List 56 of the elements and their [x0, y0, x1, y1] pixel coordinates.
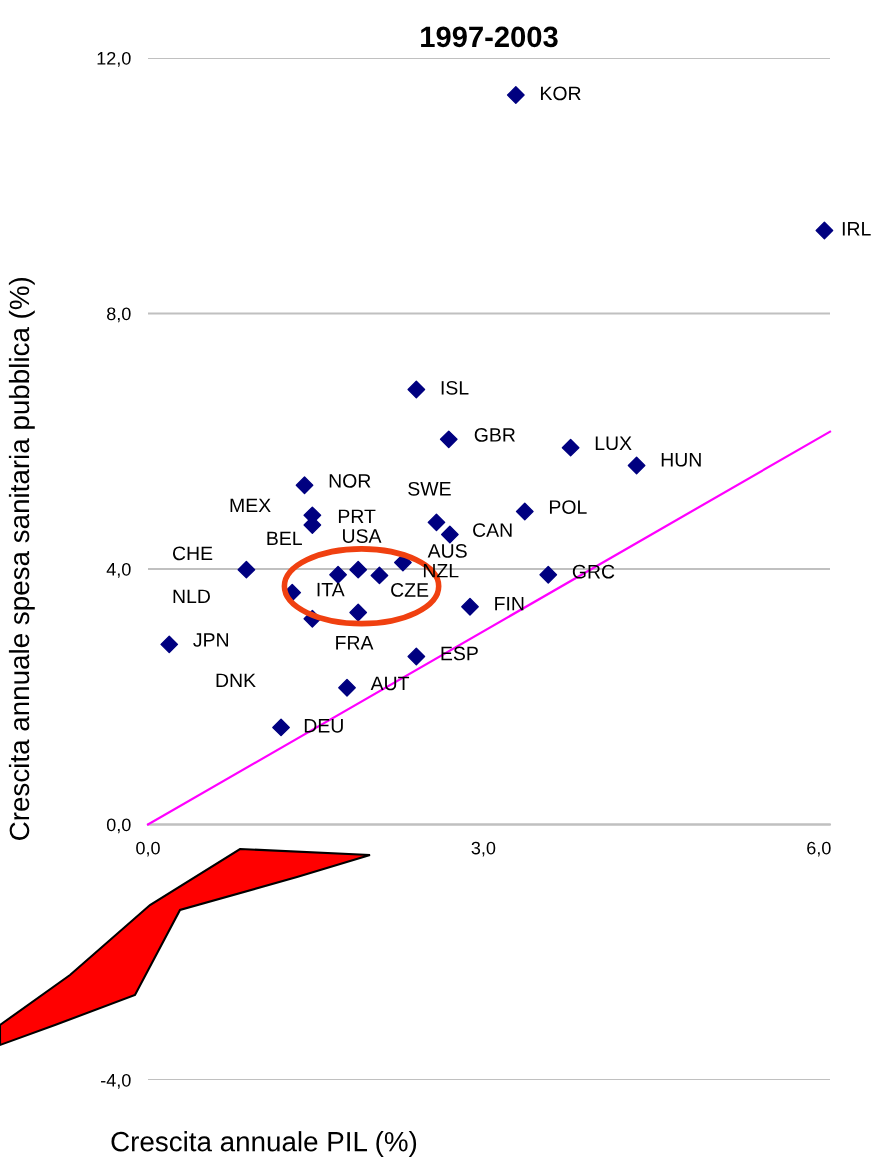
annotation: AUS: [427, 544, 467, 558]
y-axis-title: Crescita annuale spesa sanitaria pubblica (%): [8, 277, 35, 840]
annotation: FIN: [495, 596, 524, 611]
x-axis-title: Crescita annuale PIL (%): [111, 1131, 417, 1157]
annotation: ISL: [441, 380, 469, 395]
point: [407, 647, 426, 666]
y-tick-label: 8,0: [107, 307, 131, 323]
annotation: SWE: [408, 481, 451, 496]
annotation: CAN: [473, 523, 512, 537]
x-tick-label: 0,0: [136, 841, 160, 857]
point: [160, 635, 179, 654]
point: [627, 456, 646, 475]
y-tick-label: 12,0: [97, 51, 131, 67]
annotation: POL: [549, 500, 587, 514]
annotation: KOR: [541, 86, 581, 101]
annotation: FRA: [336, 636, 374, 650]
point: [272, 718, 290, 737]
point: [439, 430, 458, 449]
point: [237, 560, 256, 579]
annotation: ESP: [441, 646, 478, 661]
point: [506, 86, 525, 104]
point: [349, 603, 368, 622]
point: [515, 502, 534, 521]
point: [427, 513, 446, 532]
annotation: CZE: [391, 583, 429, 597]
annotation: DNK: [216, 673, 256, 688]
annotation: BEL: [267, 531, 302, 546]
chart-title: 1997-2003: [421, 26, 558, 48]
annotation: GBR: [474, 428, 515, 442]
annotation: IRL: [842, 222, 871, 236]
annotation: LUX: [595, 436, 632, 451]
y-tick-label: 4,0: [106, 562, 131, 578]
x-tick-label: 6,0: [807, 841, 831, 857]
y-tick-label: -4,0: [101, 1073, 131, 1089]
annotation: USA: [343, 529, 382, 543]
point: [349, 560, 368, 579]
annotation: JPN: [193, 633, 228, 647]
y-tick-label: 0,0: [106, 818, 131, 834]
annotation: CHE: [172, 546, 213, 561]
point: [407, 380, 426, 399]
annotation: PRT: [338, 509, 376, 524]
annotation: MEX: [230, 498, 271, 513]
annotation: ITA: [317, 582, 345, 597]
annotation: HUN: [661, 453, 701, 467]
point: [561, 438, 580, 457]
annotation: NLD: [173, 589, 210, 604]
x-tick-label: 3,0: [471, 841, 496, 857]
point: [329, 565, 347, 584]
point: [440, 525, 459, 544]
point: [461, 597, 479, 616]
point: [539, 565, 558, 584]
point: [295, 476, 314, 495]
annotation: NOR: [329, 474, 371, 488]
point: [370, 566, 389, 585]
point: [338, 678, 356, 697]
point: [815, 221, 834, 240]
